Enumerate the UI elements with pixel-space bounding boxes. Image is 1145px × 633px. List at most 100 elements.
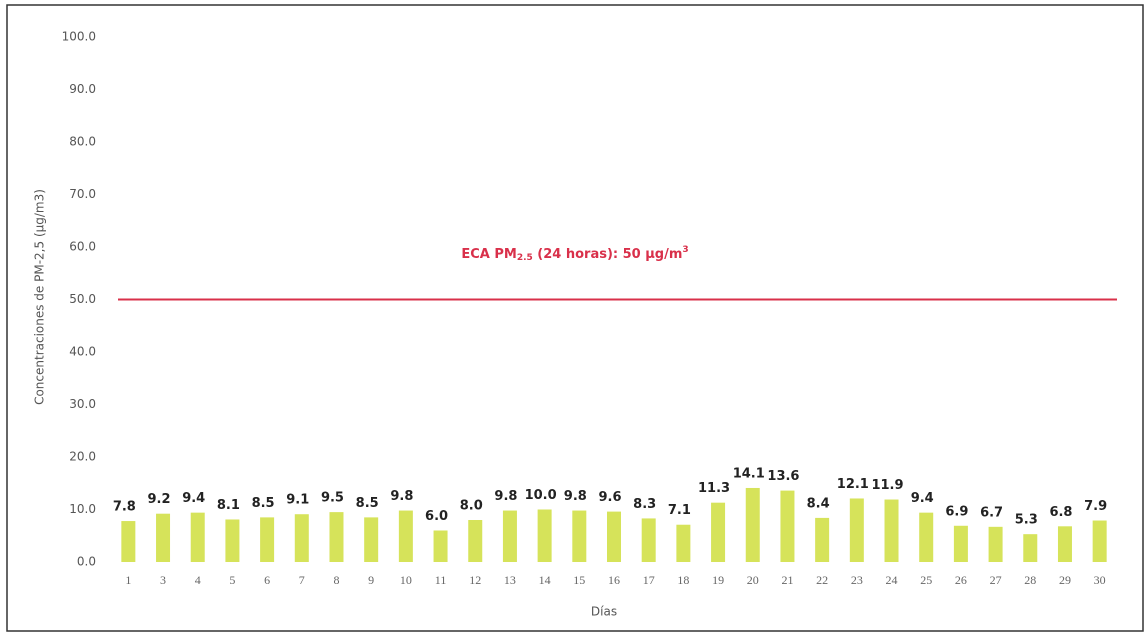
data-label: 11.3 [698, 481, 730, 496]
data-label: 14.1 [733, 466, 765, 481]
x-tick-label: 23 [851, 573, 863, 587]
data-label: 7.9 [1084, 499, 1107, 514]
data-label: 6.7 [980, 505, 1003, 520]
x-tick-label: 24 [886, 573, 898, 587]
bar [260, 517, 275, 562]
bar [988, 526, 1003, 562]
x-tick-label: 3 [160, 573, 166, 587]
bar [1023, 534, 1038, 562]
x-tick-label: 25 [920, 573, 932, 587]
bar [676, 524, 691, 562]
bar [711, 502, 726, 562]
y-tick-label: 80.0 [69, 135, 96, 149]
bar [745, 487, 760, 562]
x-tick-label: 20 [747, 573, 759, 587]
bar [607, 511, 621, 562]
data-label: 8.4 [807, 496, 830, 511]
data-label: 6.9 [945, 504, 968, 519]
bar [329, 512, 344, 562]
bar [502, 510, 517, 562]
y-tick-label: 100.0 [62, 30, 96, 44]
y-tick-label: 50.0 [69, 292, 96, 306]
x-tick-label: 13 [504, 573, 516, 587]
data-label: 6.8 [1049, 505, 1072, 520]
x-tick-label: 21 [781, 573, 793, 587]
data-label: 9.4 [911, 491, 934, 506]
data-label: 8.5 [252, 496, 275, 511]
x-tick-label: 14 [539, 573, 551, 587]
y-tick-label: 10.0 [69, 502, 96, 516]
data-label: 9.1 [286, 493, 309, 508]
bar [919, 512, 934, 562]
x-tick-label: 12 [469, 573, 481, 587]
bar [364, 517, 379, 562]
bar [572, 510, 587, 562]
x-tick-label: 11 [435, 573, 447, 587]
data-label: 10.0 [525, 488, 557, 503]
bar [433, 530, 448, 562]
data-label: 7.1 [668, 503, 691, 518]
bar [225, 519, 240, 562]
x-tick-label: 10 [400, 573, 412, 587]
bar [294, 514, 309, 562]
bar [780, 490, 795, 562]
y-axis-label: Concentraciones de PM-2,5 (µg/m3) [33, 189, 47, 405]
data-label: 9.8 [390, 489, 413, 504]
data-label: 8.3 [633, 497, 656, 512]
y-tick-label: 20.0 [69, 450, 96, 464]
bar [815, 517, 830, 562]
bar [953, 525, 968, 562]
data-label: 11.9 [871, 478, 903, 493]
data-label: 9.2 [148, 492, 171, 507]
annotation: ECA PM2.5 (24 horas): 50 µg/m3 [461, 245, 688, 263]
bar [849, 498, 864, 562]
x-tick-label: 8 [333, 573, 339, 587]
bar [884, 499, 899, 562]
x-tick-label: 1 [125, 573, 131, 587]
bar [537, 509, 552, 562]
data-label: 9.6 [598, 490, 621, 505]
x-tick-label: 29 [1059, 573, 1071, 587]
y-tick-label: 0.0 [77, 555, 96, 569]
x-tick-label: 6 [264, 573, 270, 587]
bar [190, 512, 205, 562]
data-label: 9.4 [182, 491, 205, 506]
y-tick-label: 30.0 [69, 397, 96, 411]
bar [398, 510, 413, 562]
x-tick-label: 7 [299, 573, 305, 587]
bar [121, 521, 136, 562]
data-label: 9.5 [321, 491, 344, 506]
x-tick-label: 16 [608, 573, 620, 587]
x-tick-label: 4 [195, 573, 201, 587]
y-tick-label: 70.0 [69, 187, 96, 201]
x-tick-label: 22 [816, 573, 828, 587]
x-tick-label: 27 [990, 573, 1002, 587]
x-tick-label: 17 [643, 573, 655, 587]
bar [468, 520, 483, 562]
bar [641, 518, 656, 562]
data-label: 12.1 [837, 477, 869, 492]
x-tick-label: 18 [677, 573, 689, 587]
bar [156, 513, 171, 562]
bar [1057, 526, 1072, 562]
data-label: 13.6 [767, 469, 799, 484]
x-tick-label: 9 [368, 573, 374, 587]
x-tick-label: 28 [1024, 573, 1036, 587]
data-label: 8.5 [356, 496, 379, 511]
x-axis-label: Días [591, 605, 617, 619]
y-tick-label: 60.0 [69, 240, 96, 254]
data-label: 5.3 [1015, 513, 1038, 528]
data-label: 7.8 [113, 500, 136, 515]
y-tick-label: 40.0 [69, 345, 96, 359]
x-tick-label: 15 [573, 573, 585, 587]
data-label: 9.8 [494, 489, 517, 504]
y-tick-label: 90.0 [69, 82, 96, 96]
x-tick-label: 30 [1094, 573, 1106, 587]
data-label: 6.0 [425, 509, 448, 524]
x-tick-label: 19 [712, 573, 724, 587]
data-label: 8.0 [460, 499, 483, 514]
x-tick-label: 5 [229, 573, 235, 587]
bar [1092, 520, 1107, 562]
frame [6, 4, 1144, 632]
